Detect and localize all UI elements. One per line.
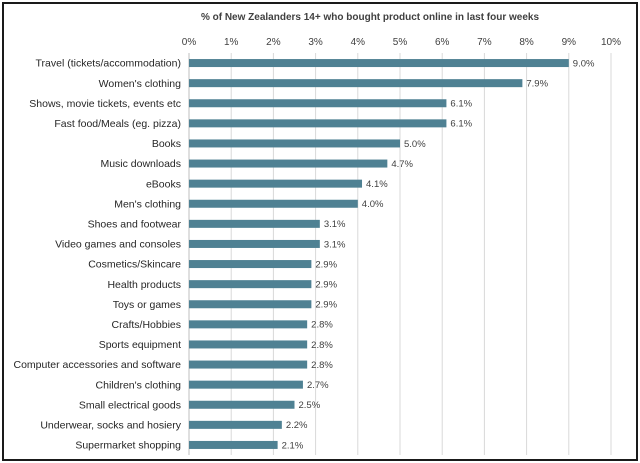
bar <box>189 99 447 108</box>
data-label: 2.1% <box>282 440 304 451</box>
data-label: 2.5% <box>299 400 321 411</box>
data-label: 6.1% <box>450 99 472 110</box>
data-label: 2.8% <box>311 360 333 371</box>
bar <box>189 300 312 309</box>
category-label: Children's clothing <box>96 379 182 391</box>
category-label: Crafts/Hobbies <box>112 319 181 331</box>
tick-label: 10% <box>601 37 621 48</box>
data-label: 2.8% <box>311 320 333 331</box>
data-label: 4.0% <box>362 199 384 210</box>
data-label: 2.2% <box>286 420 308 431</box>
bar <box>189 260 312 269</box>
bar <box>189 239 320 248</box>
data-label: 3.1% <box>324 219 346 230</box>
category-label: Women's clothing <box>99 78 182 90</box>
bar <box>189 219 320 228</box>
bar <box>189 380 303 389</box>
bar <box>189 139 400 148</box>
category-label: Cosmetics/Skincare <box>88 259 181 271</box>
x-axis-ticks: 0% 1% 2% 3% 4% 5% 6% 7% 8% 9% 10% <box>182 37 621 48</box>
category-label: eBooks <box>146 178 181 190</box>
data-label: 4.1% <box>366 179 388 190</box>
category-label: Small electrical goods <box>79 399 181 411</box>
tick-label: 8% <box>519 37 534 48</box>
bar <box>189 59 569 68</box>
tick-label: 2% <box>266 37 281 48</box>
category-label: Music downloads <box>100 158 181 170</box>
data-label: 2.8% <box>311 340 333 351</box>
chart-title: % of New Zealanders 14+ who bought produ… <box>201 12 540 23</box>
bar <box>189 79 523 88</box>
tick-label: 3% <box>308 37 323 48</box>
bar <box>189 199 358 208</box>
tick-label: 0% <box>182 37 197 48</box>
bar <box>189 400 295 409</box>
data-label: 2.9% <box>315 300 337 311</box>
data-label: 2.7% <box>307 380 329 391</box>
category-label: Sports equipment <box>99 339 181 351</box>
bar <box>189 320 308 329</box>
bar <box>189 280 312 289</box>
tick-label: 6% <box>435 37 450 48</box>
category-label: Shoes and footwear <box>88 218 182 230</box>
category-label: Books <box>152 138 181 150</box>
category-label: Toys or games <box>113 299 181 311</box>
data-label: 2.9% <box>315 279 337 290</box>
gridlines <box>188 53 612 455</box>
bar <box>189 159 388 168</box>
bars <box>189 59 569 449</box>
data-labels: 9.0% 7.9% 6.1% 6.1% 5.0% 4.7%4.1% 4.0% 3.1% 3.1%… <box>282 58 595 451</box>
tick-label: 7% <box>477 37 492 48</box>
bar <box>189 340 308 349</box>
category-labels: Travel (tickets/accommodation) Women's cl… <box>14 58 182 452</box>
data-label: 5.0% <box>404 139 426 150</box>
bar <box>189 119 447 128</box>
category-label: Underwear, socks and hosiery <box>40 419 181 431</box>
bar <box>189 179 363 188</box>
category-label: Computer accessories and software <box>14 359 182 371</box>
category-label: Fast food/Meals (eg. pizza) <box>54 118 181 130</box>
category-label: Men's clothing <box>114 198 181 210</box>
bar <box>189 420 282 429</box>
tick-label: 4% <box>351 37 366 48</box>
data-label: 4.7% <box>391 159 413 170</box>
category-label: Shows, movie tickets, events etc <box>29 98 181 110</box>
tick-label: 5% <box>393 37 408 48</box>
category-label: Travel (tickets/accommodation) <box>36 58 182 70</box>
category-label: Supermarket shopping <box>75 440 181 452</box>
tick-label: 9% <box>562 37 577 48</box>
tick-label: 1% <box>224 37 239 48</box>
category-label: Video games and consoles <box>55 239 181 251</box>
bar <box>189 440 278 449</box>
category-label: Health products <box>107 279 181 291</box>
data-label: 6.1% <box>450 119 472 130</box>
data-label: 2.9% <box>315 259 337 270</box>
data-label: 3.1% <box>324 239 346 250</box>
data-label: 9.0% <box>573 58 595 69</box>
data-label: 7.9% <box>526 78 548 89</box>
bar <box>189 360 308 369</box>
